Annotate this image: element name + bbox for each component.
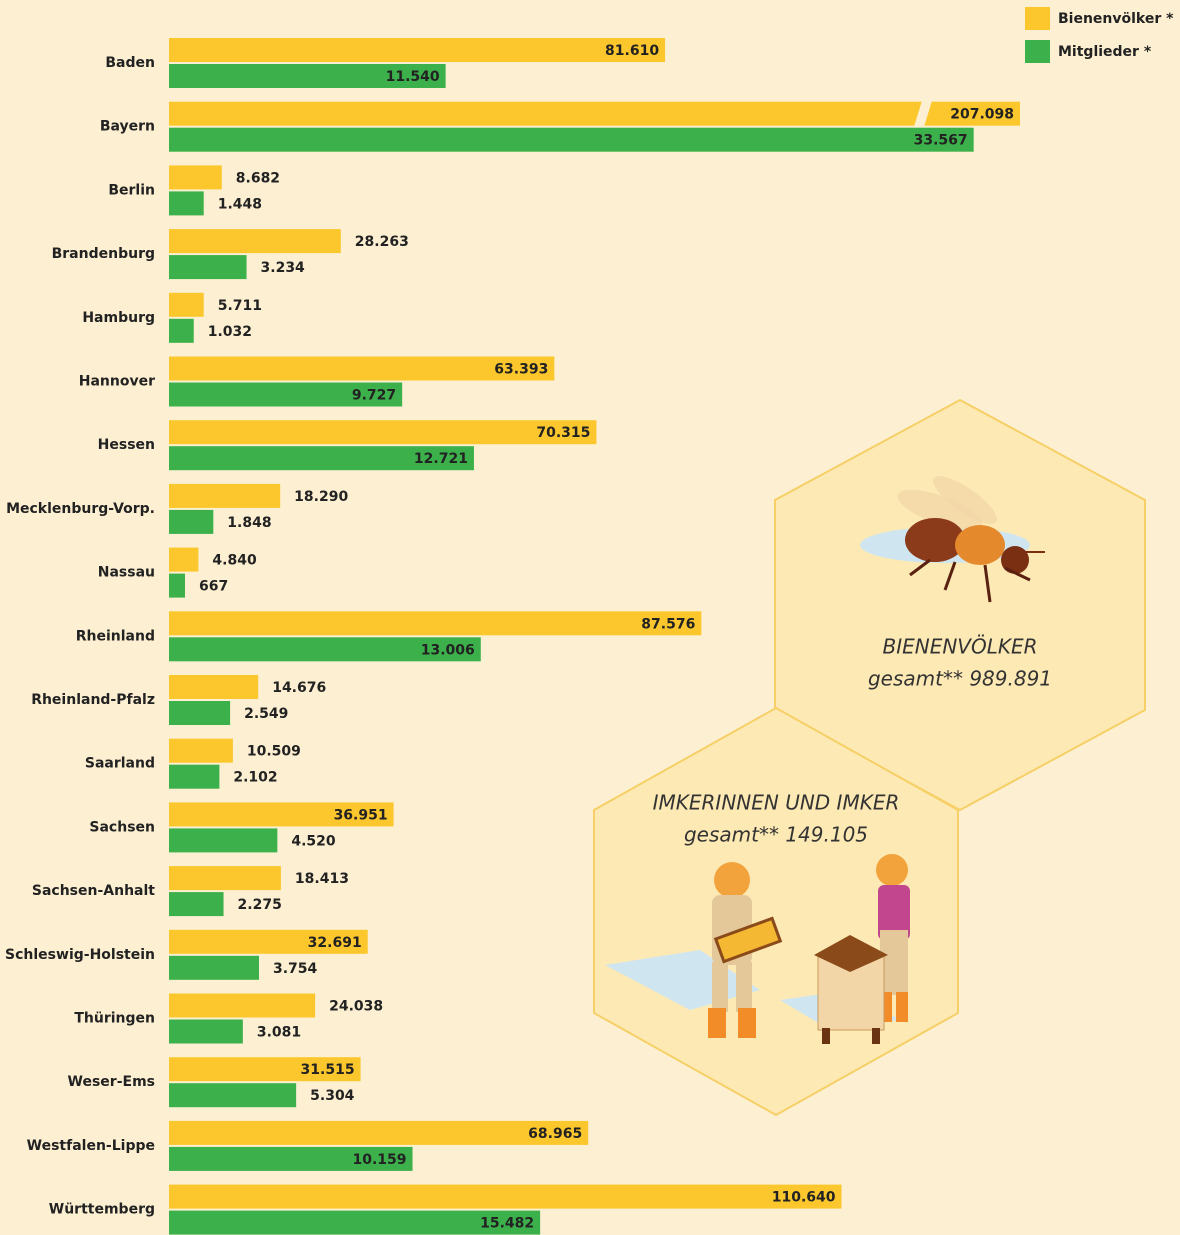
value-label: 4.520 xyxy=(291,833,336,849)
bar xyxy=(169,892,224,916)
value-label: 207.098 xyxy=(950,107,1014,123)
value-label: 1.448 xyxy=(218,196,262,212)
bar xyxy=(169,420,596,444)
value-label: 2.102 xyxy=(233,770,277,786)
category-label: Thüringen xyxy=(74,1011,155,1027)
value-label: 667 xyxy=(199,579,228,595)
value-label: 36.951 xyxy=(334,807,388,823)
category-label: Berlin xyxy=(108,182,155,198)
bar xyxy=(169,675,258,699)
category-label: Westfalen-Lippe xyxy=(27,1138,155,1154)
annotation-text: gesamt** 989.891 xyxy=(868,667,1052,691)
value-label: 18.290 xyxy=(294,489,348,505)
category-label: Baden xyxy=(105,55,155,71)
value-label: 3.081 xyxy=(257,1025,301,1041)
bar xyxy=(169,956,259,980)
value-label: 3.754 xyxy=(273,961,318,977)
legend-label: Bienenvölker * xyxy=(1058,11,1174,27)
bar xyxy=(169,866,281,890)
bar xyxy=(169,548,198,572)
value-label: 70.315 xyxy=(536,425,590,441)
value-label: 9.727 xyxy=(352,388,396,404)
value-label: 1.032 xyxy=(208,324,252,340)
value-label: 18.413 xyxy=(295,871,349,887)
bar xyxy=(169,191,204,215)
bar xyxy=(169,1083,296,1107)
value-label: 8.682 xyxy=(236,170,280,186)
value-label: 63.393 xyxy=(494,362,548,378)
bar xyxy=(169,1020,243,1044)
legend-label: Mitglieder * xyxy=(1058,44,1152,60)
value-label: 32.691 xyxy=(308,935,362,951)
value-label: 24.038 xyxy=(329,999,383,1015)
bar xyxy=(169,255,247,279)
value-label: 110.640 xyxy=(772,1190,836,1206)
category-label: Hamburg xyxy=(82,310,155,326)
category-label: Sachsen-Anhalt xyxy=(32,883,155,899)
category-label: Nassau xyxy=(98,565,155,581)
legend-swatch xyxy=(1025,40,1050,63)
bar xyxy=(169,510,213,534)
bar xyxy=(169,319,194,343)
category-label: Hannover xyxy=(79,374,155,390)
bar xyxy=(169,1121,588,1145)
value-label: 15.482 xyxy=(480,1216,534,1232)
category-label: Schleswig-Holstein xyxy=(5,947,155,963)
bar xyxy=(169,828,277,852)
value-label: 68.965 xyxy=(528,1126,582,1142)
value-label: 28.263 xyxy=(355,234,409,250)
value-label: 5.304 xyxy=(310,1088,355,1104)
bar xyxy=(169,701,230,725)
bar xyxy=(169,574,185,598)
bar xyxy=(169,229,341,253)
value-label: 4.840 xyxy=(212,553,257,569)
value-label: 33.567 xyxy=(914,133,968,149)
bar xyxy=(169,765,219,789)
value-label: 10.509 xyxy=(247,744,301,760)
bar xyxy=(169,994,315,1018)
value-label: 5.711 xyxy=(218,298,262,314)
category-label: Hessen xyxy=(98,437,155,453)
category-label: Bayern xyxy=(100,119,155,135)
bar xyxy=(169,102,1020,126)
bar xyxy=(169,484,280,508)
value-label: 11.540 xyxy=(386,69,440,85)
bar xyxy=(169,293,204,317)
chart: BIENENVÖLKER gesamt** 989.891 IMKERINNEN… xyxy=(0,0,1180,1235)
category-label: Sachsen xyxy=(89,819,155,835)
value-label: 12.721 xyxy=(414,451,468,467)
value-label: 10.159 xyxy=(352,1152,406,1168)
value-label: 81.610 xyxy=(605,43,659,59)
value-label: 87.576 xyxy=(641,616,695,632)
category-label: Saarland xyxy=(85,756,155,772)
value-label: 2.549 xyxy=(244,706,288,722)
bar xyxy=(169,165,222,189)
bar xyxy=(169,611,701,635)
category-label: Rheinland xyxy=(76,628,155,644)
annotation-text: gesamt** 149.105 xyxy=(684,823,868,847)
value-label: 14.676 xyxy=(272,680,326,696)
value-label: 13.006 xyxy=(421,642,475,658)
annotation-title: BIENENVÖLKER xyxy=(882,635,1037,659)
value-label: 2.275 xyxy=(238,897,282,913)
bar xyxy=(169,1185,842,1209)
bar xyxy=(169,128,974,152)
value-label: 3.234 xyxy=(261,260,306,276)
bar xyxy=(169,38,665,62)
category-label: Brandenburg xyxy=(52,246,155,262)
annotation-title: IMKERINNEN UND IMKER xyxy=(653,791,900,815)
value-label: 1.848 xyxy=(227,515,271,531)
category-label: Württemberg xyxy=(49,1202,155,1218)
bar xyxy=(169,739,233,763)
category-label: Mecklenburg-Vorp. xyxy=(6,501,155,517)
category-label: Weser-Ems xyxy=(68,1074,155,1090)
legend-swatch xyxy=(1025,7,1050,30)
value-label: 31.515 xyxy=(301,1062,355,1078)
category-label: Rheinland-Pfalz xyxy=(31,692,155,708)
